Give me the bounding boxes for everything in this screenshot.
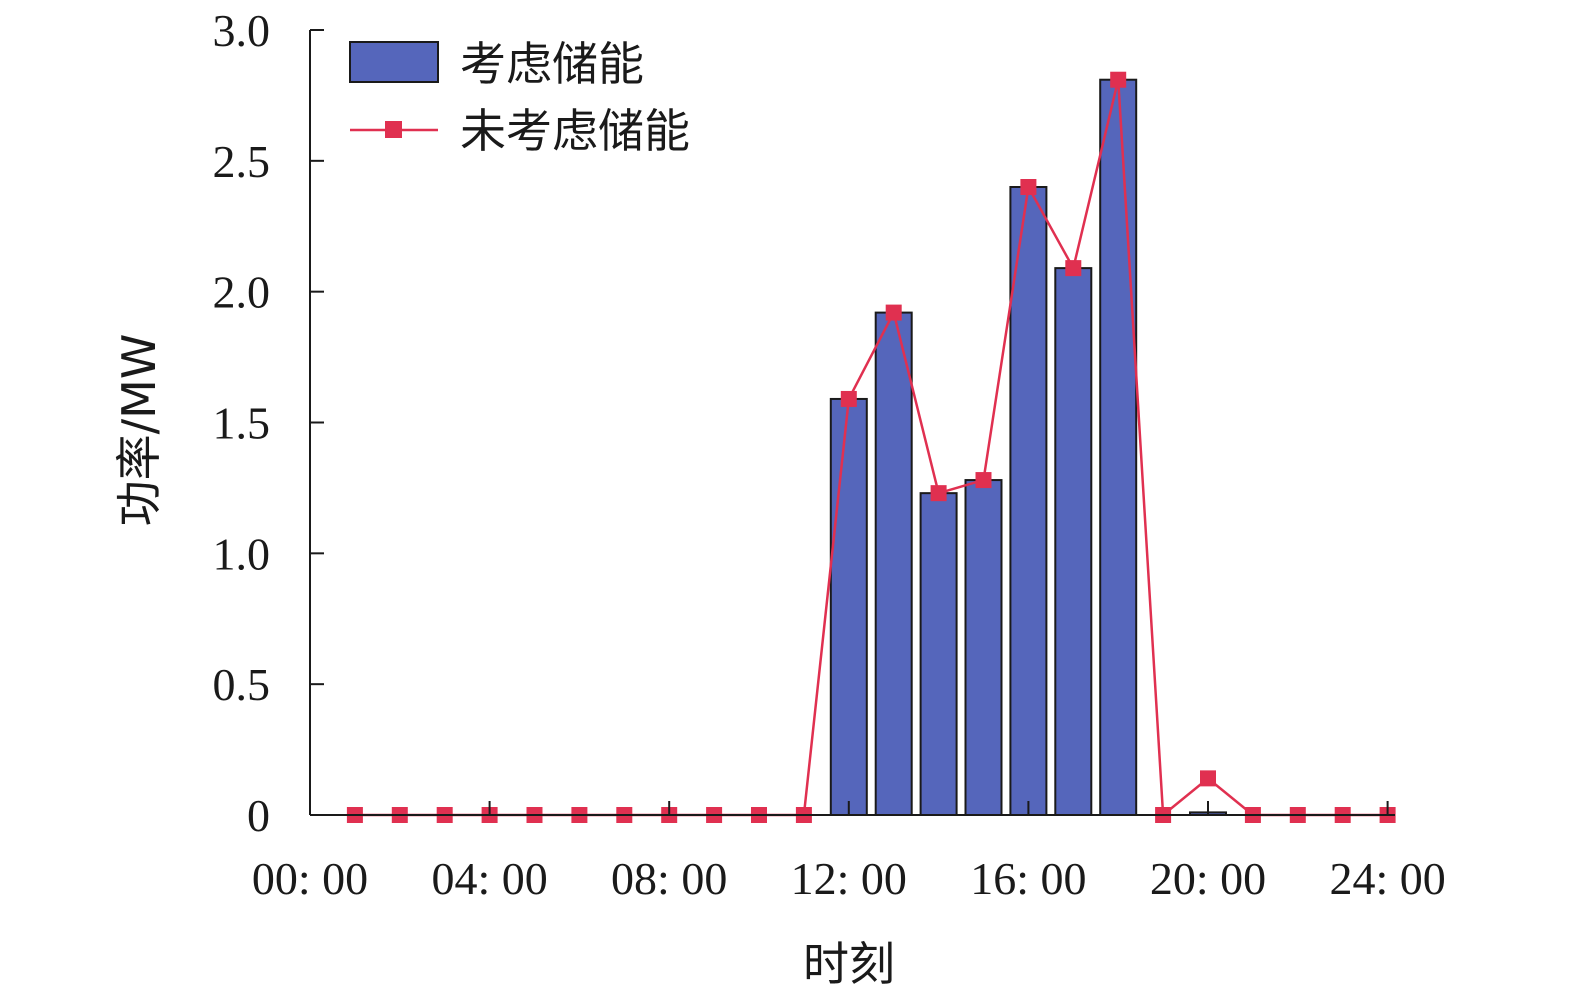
bar-17 bbox=[1054, 267, 1093, 817]
line-marker-17 bbox=[1065, 260, 1082, 277]
y-tick-label: 0.5 bbox=[213, 659, 271, 710]
line-series bbox=[354, 79, 1388, 818]
line-marker-13 bbox=[885, 304, 902, 321]
legend: 考虑储能 未考虑储能 bbox=[349, 37, 690, 158]
x-tick-label: 12: 00 bbox=[791, 853, 907, 904]
y-tick-label: 3.0 bbox=[213, 5, 271, 56]
bar-18 bbox=[1099, 78, 1138, 816]
line-marker-15 bbox=[975, 472, 992, 489]
x-tick-label: 04: 00 bbox=[431, 853, 547, 904]
y-tick-label: 2.5 bbox=[213, 136, 271, 187]
line-marker-18 bbox=[1110, 71, 1127, 88]
x-tick-label: 24: 00 bbox=[1329, 853, 1445, 904]
bar-12 bbox=[829, 397, 868, 816]
bar-16 bbox=[1009, 186, 1048, 816]
legend-line-marker bbox=[385, 121, 402, 138]
y-tick-label: 1.5 bbox=[213, 398, 271, 449]
bar-15 bbox=[964, 479, 1003, 816]
line-marker-12 bbox=[840, 390, 857, 407]
x-axis-title: 时刻 bbox=[803, 937, 895, 991]
bar-14 bbox=[919, 492, 958, 816]
x-tick-label: 00: 00 bbox=[252, 853, 368, 904]
line-marker-14 bbox=[930, 485, 947, 502]
y-tick-label: 2.0 bbox=[213, 267, 271, 318]
y-tick-label: 1.0 bbox=[213, 528, 271, 579]
y-tick-label: 0 bbox=[247, 790, 270, 841]
line-marker-20 bbox=[1200, 770, 1216, 787]
bar-13 bbox=[874, 311, 913, 816]
y-axis-title: 功率/MW bbox=[112, 334, 166, 527]
x-tick-label: 08: 00 bbox=[611, 853, 727, 904]
x-tick-label: 16: 00 bbox=[970, 853, 1086, 904]
line-marker-16 bbox=[1020, 179, 1037, 195]
legend-label-line: 未考虑储能 bbox=[460, 104, 690, 158]
x-tick-label: 20: 00 bbox=[1150, 853, 1266, 904]
legend-bar-swatch bbox=[349, 41, 439, 83]
line-layer bbox=[346, 71, 1396, 823]
legend-label-bar: 考虑储能 bbox=[460, 37, 644, 91]
ticks-layer: 0 0.5 1.0 1.5 2.0 2.5 3.0 00: 00 04: 00 08: 00 12:… bbox=[213, 5, 1446, 904]
